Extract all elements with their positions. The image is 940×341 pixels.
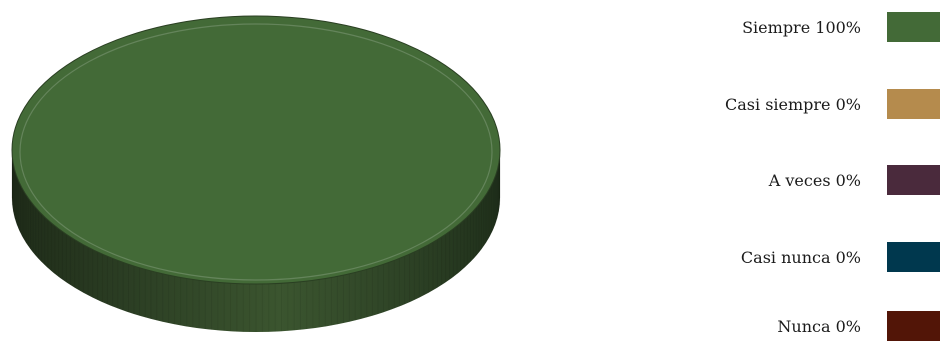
legend-item-siempre: Siempre 100% (742, 12, 940, 42)
pie-slice-rim-siempre (19, 23, 493, 281)
pie-slice-siempre (11, 15, 501, 332)
legend-item-nunca: Nunca 0% (777, 311, 940, 341)
legend-swatch-a-veces (887, 165, 940, 195)
legend-swatch-nunca (887, 311, 940, 341)
legend-label-nunca: Nunca 0% (777, 316, 861, 336)
pie-plot (11, 15, 501, 332)
legend: Siempre 100% Casi siempre 0% A veces 0% … (520, 0, 940, 341)
legend-swatch-siempre (887, 12, 940, 42)
legend-swatch-casi-siempre (887, 89, 940, 119)
legend-item-casi-siempre: Casi siempre 0% (725, 89, 940, 119)
legend-label-siempre: Siempre 100% (742, 17, 861, 37)
pie-slice-side-siempre (12, 150, 500, 332)
legend-item-a-veces: A veces 0% (769, 165, 940, 195)
legend-label-casi-siempre: Casi siempre 0% (725, 94, 861, 114)
legend-item-casi-nunca: Casi nunca 0% (741, 242, 940, 272)
pie-slice-top-siempre (11, 15, 501, 285)
legend-swatch-casi-nunca (887, 242, 940, 272)
legend-label-casi-nunca: Casi nunca 0% (740, 247, 861, 267)
legend-label-a-veces: A veces 0% (768, 170, 861, 190)
